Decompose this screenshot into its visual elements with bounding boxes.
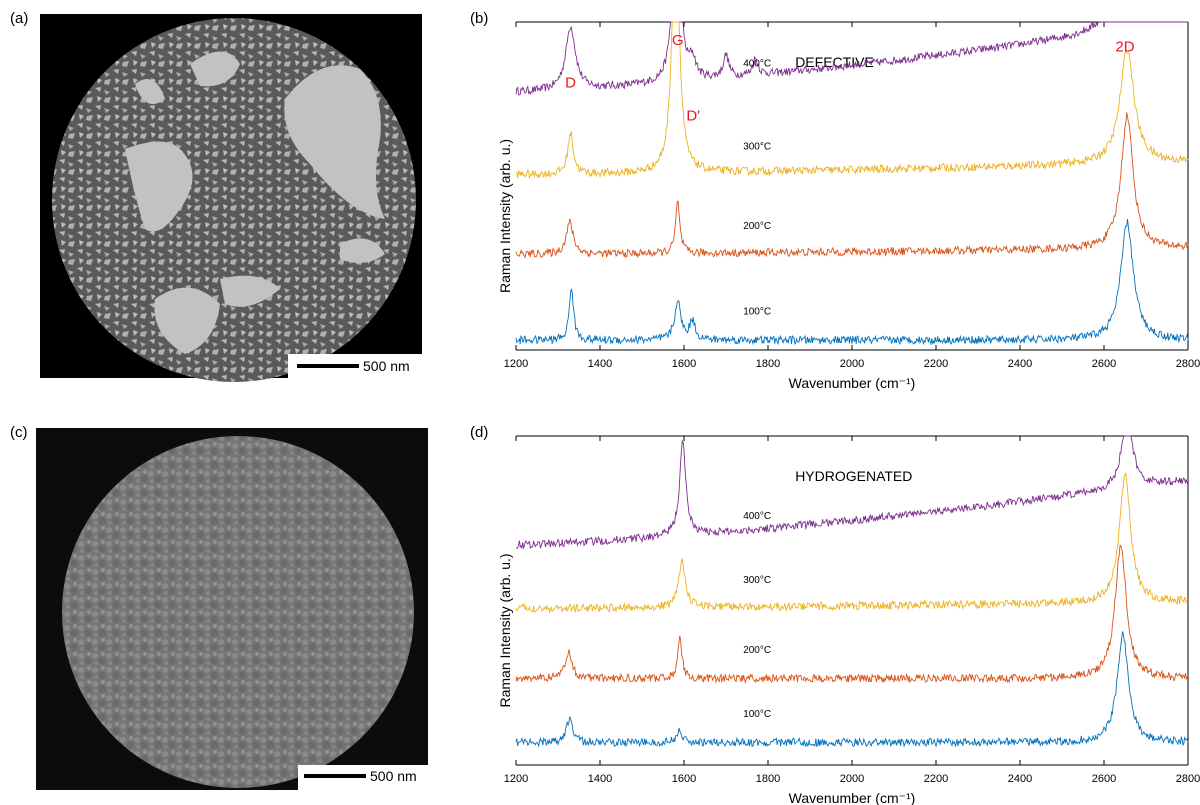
x-tick-label: 1600 <box>672 358 696 370</box>
panel-label-a: (a) <box>10 10 29 27</box>
x-tick-label: 1600 <box>672 773 696 785</box>
panel-label-b: (b) <box>470 10 489 27</box>
y-axis-title: Raman Intensity (arb. u.) <box>497 553 513 707</box>
x-tick-label: 1400 <box>588 358 612 370</box>
x-tick-label: 2200 <box>924 358 948 370</box>
x-tick-label: 1200 <box>504 358 528 370</box>
peak-label: G <box>672 32 684 49</box>
x-axis-title: Wavenumber (cm⁻¹) <box>789 375 916 391</box>
x-tick-label: 2800 <box>1176 358 1200 370</box>
x-tick-label: 2000 <box>840 773 864 785</box>
scalebar-label-c: 500 nm <box>370 768 417 784</box>
x-tick-label: 2600 <box>1092 358 1116 370</box>
panel-label-d: (d) <box>470 424 489 441</box>
micrograph-hydrogenated: 500 nm <box>36 428 428 790</box>
series-label: 100°C <box>743 709 771 720</box>
x-tick-label: 1800 <box>756 773 780 785</box>
y-axis-title: Raman Intensity (arb. u.) <box>497 139 513 293</box>
series-line <box>515 435 1189 550</box>
x-tick-label: 1200 <box>504 773 528 785</box>
series-label: 400°C <box>743 511 771 522</box>
micrograph-defective: 500 nm <box>40 14 422 382</box>
series-label: 300°C <box>743 575 771 586</box>
x-tick-label: 1400 <box>588 773 612 785</box>
series-label: 400°C <box>743 59 771 70</box>
x-axis-title: Wavenumber (cm⁻¹) <box>789 790 916 805</box>
x-tick-label: 1800 <box>756 358 780 370</box>
series-label: 100°C <box>743 307 771 318</box>
peak-label: D <box>565 75 576 92</box>
x-tick-label: 2400 <box>1008 358 1032 370</box>
series-line <box>515 218 1189 346</box>
series-label: 300°C <box>743 141 771 152</box>
series-line <box>515 21 1189 180</box>
x-tick-label: 2400 <box>1008 773 1032 785</box>
x-tick-label: 2600 <box>1092 773 1116 785</box>
series-label: 200°C <box>743 645 771 656</box>
series-line <box>515 544 1189 684</box>
series-line <box>515 21 1188 96</box>
scalebar-label-a: 500 nm <box>363 358 410 374</box>
x-tick-label: 2200 <box>924 773 948 785</box>
peak-label: 2D <box>1115 39 1134 56</box>
peak-label: D' <box>686 107 700 124</box>
x-tick-label: 2000 <box>840 358 864 370</box>
series-line <box>515 112 1189 259</box>
series-line <box>515 472 1189 614</box>
chart-title: HYDROGENATED <box>795 468 912 484</box>
x-tick-label: 2800 <box>1176 773 1200 785</box>
panel-label-c: (c) <box>10 424 28 441</box>
series-line <box>515 631 1189 748</box>
series-label: 200°C <box>743 221 771 232</box>
